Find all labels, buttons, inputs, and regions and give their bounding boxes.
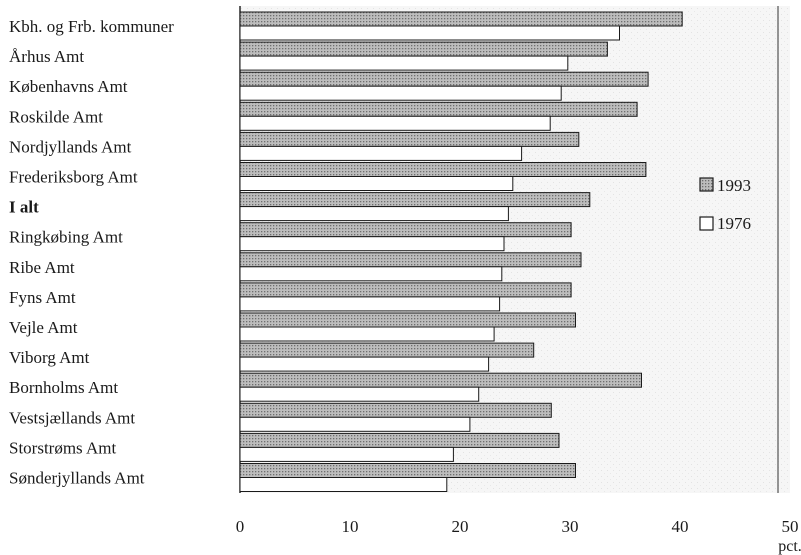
bar-1976-kbh-og-frb-kommuner — [239, 25, 620, 41]
bar-1993-storstr-ms-amt — [239, 432, 560, 448]
bar-1976-k-benhavns-amt — [239, 85, 562, 101]
x-unit-label: pct. — [778, 538, 801, 555]
x-tick-label-50: 50 — [782, 517, 799, 536]
x-tick-label-40: 40 — [672, 517, 689, 536]
bar-1976-ringk-bing-amt — [239, 236, 505, 252]
bar-1993-bornholms-amt — [239, 372, 642, 388]
x-tick-label-10: 10 — [342, 517, 359, 536]
bar-1976-i-alt — [239, 206, 509, 222]
bar-1993-ringk-bing-amt — [239, 222, 572, 238]
bar-1976-vestsj-llands-amt — [239, 416, 471, 432]
bar-1976-bornholms-amt — [239, 386, 480, 402]
bar-1993-roskilde-amt — [239, 101, 638, 117]
bar-1976-storstr-ms-amt — [239, 446, 454, 462]
bar-1993-s-nderjyllands-amt — [239, 463, 576, 478]
category-label-ringk-bing-amt: Ringkøbing Amt — [9, 228, 123, 247]
bar-1993-frederiksborg-amt — [239, 162, 647, 177]
bar-1993-kbh-og-frb-kommuner — [239, 11, 683, 27]
bar-1976-roskilde-amt — [239, 115, 551, 131]
bar-1976-rhus-amt — [239, 55, 569, 71]
x-tick-label-20: 20 — [452, 517, 469, 536]
bar-1976-ribe-amt — [239, 266, 503, 282]
category-label-frederiksborg-amt: Frederiksborg Amt — [9, 168, 138, 187]
bar-1993-fyns-amt — [239, 282, 572, 298]
category-label-s-nderjyllands-amt: Sønderjyllands Amt — [9, 469, 145, 488]
legend-swatch-1993 — [699, 177, 714, 192]
bar-1993-nordjyllands-amt — [239, 131, 580, 147]
bar-1976-fyns-amt — [239, 296, 501, 312]
bar-1993-k-benhavns-amt — [239, 71, 649, 87]
category-label-storstr-ms-amt: Storstrøms Amt — [9, 438, 116, 457]
category-label-ribe-amt: Ribe Amt — [9, 258, 75, 277]
category-label-kbh-og-frb-kommuner: Kbh. og Frb. kommuner — [9, 17, 174, 36]
bar-1976-nordjyllands-amt — [239, 145, 523, 161]
category-label-nordjyllands-amt: Nordjyllands Amt — [9, 137, 132, 156]
legend-swatch-1976 — [699, 216, 714, 231]
category-label-vestsj-llands-amt: Vestsjællands Amt — [9, 408, 135, 427]
category-label-roskilde-amt: Roskilde Amt — [9, 107, 103, 126]
bar-1976-frederiksborg-amt — [239, 176, 514, 191]
x-tick-label-0: 0 — [236, 517, 245, 536]
legend-label-1976: 1976 — [717, 214, 751, 233]
bar-1993-ribe-amt — [239, 252, 582, 268]
category-label-vejle-amt: Vejle Amt — [9, 318, 78, 337]
category-label-fyns-amt: Fyns Amt — [9, 288, 76, 307]
bar-1993-viborg-amt — [239, 342, 535, 358]
bar-1976-vejle-amt — [239, 326, 495, 342]
bar-1993-rhus-amt — [239, 41, 608, 57]
category-label-viborg-amt: Viborg Amt — [9, 348, 90, 367]
category-label-rhus-amt: Århus Amt — [9, 47, 84, 66]
x-tick-label-30: 30 — [562, 517, 579, 536]
category-label-bornholms-amt: Bornholms Amt — [9, 378, 118, 397]
bar-1976-viborg-amt — [239, 356, 490, 372]
bar-1993-i-alt — [239, 192, 591, 208]
bar-1993-vejle-amt — [239, 312, 576, 328]
bar-1993-vestsj-llands-amt — [239, 402, 552, 418]
category-label-k-benhavns-amt: Københavns Amt — [9, 77, 128, 96]
category-label-i-alt: I alt — [9, 198, 39, 217]
legend-label-1993: 1993 — [717, 176, 751, 195]
bar-1976-s-nderjyllands-amt — [239, 477, 448, 492]
